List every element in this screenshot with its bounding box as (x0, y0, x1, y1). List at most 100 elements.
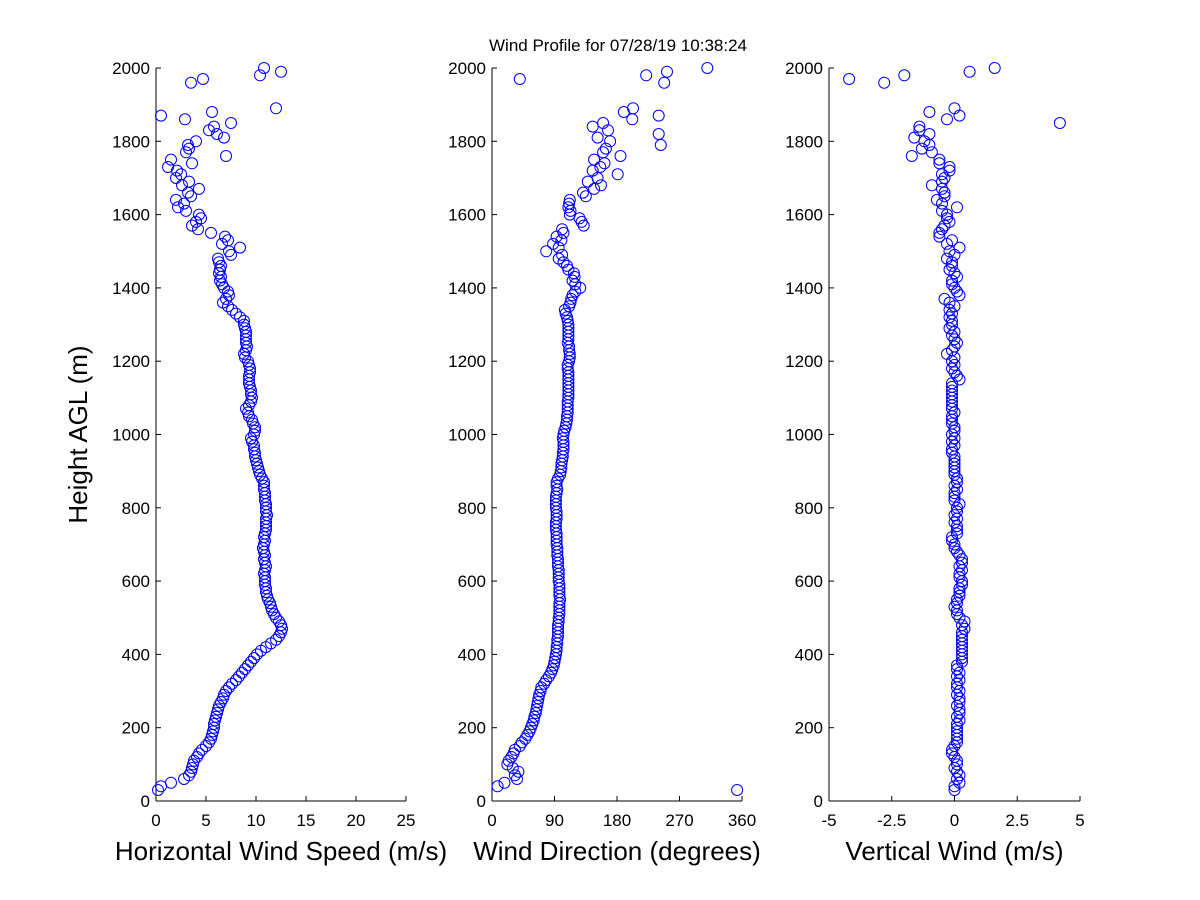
data-point (218, 131, 230, 144)
data-point (238, 318, 250, 331)
data-point (956, 626, 968, 639)
data-point (233, 670, 245, 683)
data-point (220, 150, 232, 162)
data-point (597, 146, 610, 159)
y-tick-label: 1000 (448, 426, 486, 445)
x-tick-label: 0 (487, 811, 496, 830)
x-tick-label: 10 (247, 811, 266, 830)
y-tick-label: 200 (795, 719, 823, 738)
y-tick-label: 1000 (785, 426, 823, 445)
data-point (185, 190, 197, 203)
data-point (701, 62, 714, 74)
data-point (238, 314, 250, 327)
data-point (951, 597, 963, 610)
data-point (951, 758, 963, 771)
data-point (938, 190, 951, 203)
data-point (948, 454, 961, 467)
x-tick-label: 5 (1075, 811, 1084, 830)
y-tick-label: 1600 (785, 206, 823, 225)
data-point (948, 516, 961, 529)
data-point (951, 501, 963, 514)
data-point (579, 190, 592, 203)
data-point (948, 424, 961, 437)
data-point (951, 476, 963, 489)
data-point (162, 161, 174, 173)
data-point (165, 153, 177, 166)
y-tick-label: 1800 (448, 132, 486, 151)
data-point (559, 307, 572, 320)
x-tick-label: 0 (151, 811, 160, 830)
x-tick-label: 0 (950, 811, 959, 830)
data-point (242, 659, 254, 672)
data-point (211, 128, 223, 140)
y-tick-label: 0 (477, 792, 486, 811)
data-point (217, 296, 229, 309)
data-point (948, 487, 961, 500)
data-point (933, 157, 946, 170)
x-tick-label: 20 (347, 811, 366, 830)
data-point (731, 784, 744, 796)
data-point (179, 113, 191, 126)
data-point (943, 215, 956, 228)
figure-title: Wind Profile for 07/28/19 10:38:24 (489, 36, 747, 55)
x-tick-label: 15 (297, 811, 316, 830)
data-point (951, 472, 963, 485)
y-tick-label: 200 (458, 719, 486, 738)
data-point (898, 69, 911, 82)
data-point (913, 124, 926, 137)
data-point (963, 65, 976, 78)
data-point (923, 106, 936, 118)
data-point (532, 692, 545, 705)
data-point (958, 622, 971, 635)
data-point (951, 677, 963, 690)
data-point (186, 219, 198, 232)
data-point (953, 611, 966, 624)
data-point (938, 186, 951, 199)
y-tick-label: 800 (122, 499, 150, 518)
data-point (575, 215, 588, 228)
data-point (197, 73, 209, 85)
data-point (597, 117, 610, 129)
data-point (236, 666, 248, 679)
y-tick-label: 1000 (112, 426, 150, 445)
data-point (953, 567, 966, 580)
data-point (658, 76, 671, 89)
data-point (951, 520, 963, 533)
data-point (568, 270, 581, 283)
data-point (251, 648, 263, 661)
data-point (946, 417, 958, 430)
data-point (933, 230, 946, 243)
data-point (564, 296, 577, 309)
x-tick-label: 270 (665, 811, 693, 830)
data-point (611, 168, 624, 181)
data-point (550, 479, 563, 492)
data-point (941, 252, 953, 265)
y-tick-label: 400 (122, 645, 150, 664)
data-point (946, 314, 958, 327)
data-point (222, 234, 234, 247)
data-point (521, 729, 534, 741)
data-point (956, 619, 968, 632)
data-point (226, 303, 238, 316)
data-point (948, 542, 961, 555)
data-point (948, 600, 961, 613)
data-point (951, 725, 963, 738)
data-point (627, 102, 639, 115)
x-axis-label: Horizontal Wind Speed (m/s) (115, 836, 447, 866)
data-point (948, 102, 961, 115)
data-point (951, 773, 963, 785)
data-point (599, 142, 612, 155)
data-point (193, 747, 205, 760)
data-point (948, 457, 961, 470)
data-point (948, 494, 961, 507)
data-point (556, 223, 569, 236)
data-point (946, 380, 958, 393)
data-point (258, 62, 270, 74)
data-point (1053, 117, 1066, 129)
data-point (491, 780, 504, 793)
panel-vertical: 0 200 400 600 800 1000 1200 1400 1600 1800 2000 -5 -… (785, 59, 1085, 866)
data-point (951, 527, 963, 540)
data-point (193, 208, 205, 221)
x-axis-label: Wind Direction (degrees) (473, 836, 761, 866)
data-point (226, 677, 238, 690)
